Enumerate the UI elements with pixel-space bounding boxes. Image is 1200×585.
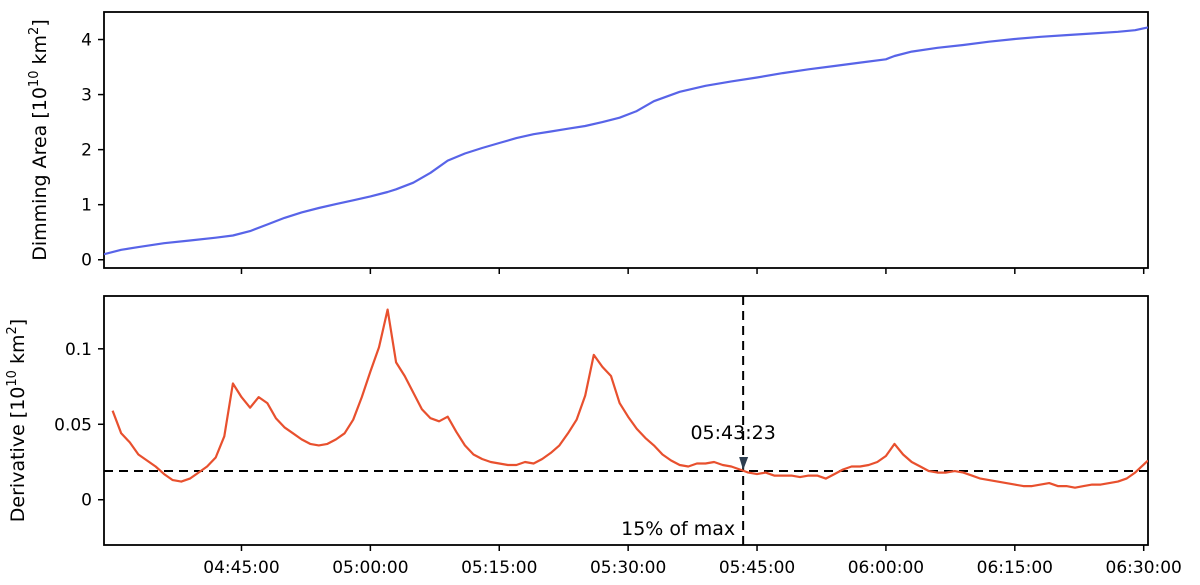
top-plot-frame <box>103 11 1149 269</box>
top-y-tick-label: 0 <box>81 251 92 271</box>
bottom-x-tick-label: 06:15:00 <box>977 558 1053 578</box>
bottom-x-tick-label: 04:45:00 <box>203 558 279 578</box>
threshold-label: 15% of max <box>621 518 735 540</box>
bottom-series-line <box>111 308 1148 489</box>
bottom-y-tick-label: 0.1 <box>65 340 92 360</box>
bottom-x-tick-label: 05:30:00 <box>590 558 666 578</box>
bottom-x-tick-label: 05:00:00 <box>332 558 408 578</box>
bottom-x-tick-label: 05:15:00 <box>461 558 537 578</box>
bottom-y-tick-label: 0.05 <box>54 415 92 435</box>
bottom-x-tick-label: 05:45:00 <box>719 558 795 578</box>
derivative-panel: 04:45:00 05:00:00 05:15:00 05:30:00 05:45:00… <box>5 295 1182 578</box>
top-series-line <box>104 26 1148 256</box>
top-y-axis-label: Dimming Area [1010 km2] <box>27 19 51 261</box>
top-y-tick-label: 3 <box>81 86 92 106</box>
bottom-plot-frame <box>103 295 1149 546</box>
bottom-x-tick-label: 06:30:00 <box>1106 558 1182 578</box>
event-time-annotation: 05:43:23 <box>690 422 775 444</box>
annotation-arrow <box>739 457 749 471</box>
bottom-x-tick-label: 06:00:00 <box>848 558 924 578</box>
top-y-tick-label: 2 <box>81 141 92 161</box>
dimming-area-panel: 0 1 2 3 4 Dimming Area [1010 km2] <box>27 11 1149 274</box>
top-y-tick-label: 1 <box>81 196 92 216</box>
bottom-y-axis-label: Derivative [1010 km2] <box>5 319 29 522</box>
bottom-y-tick-label: 0 <box>81 491 92 511</box>
top-y-tick-label: 4 <box>81 31 92 51</box>
